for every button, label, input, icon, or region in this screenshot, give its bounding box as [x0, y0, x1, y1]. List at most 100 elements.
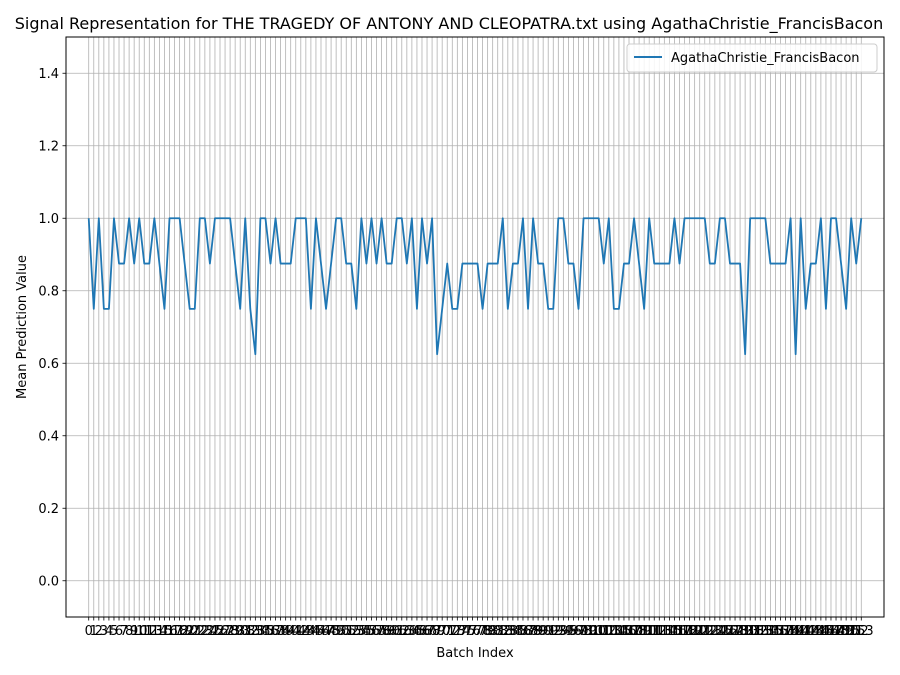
x-tick-label: 85	[510, 624, 527, 639]
x-tick-label: 6	[115, 624, 123, 639]
x-gridlines	[88, 37, 862, 617]
x-tick-label: 94	[555, 624, 572, 639]
plot-area	[66, 37, 884, 617]
x-tick-label: 134	[753, 624, 778, 639]
x-tick-label: 59	[378, 624, 395, 639]
x-tick-label: 11	[136, 624, 153, 639]
y-tick-label: 0.2	[38, 502, 59, 517]
x-tick-label: 17	[166, 624, 183, 639]
x-tick-label: 61	[388, 624, 405, 639]
x-tick-label: 92	[545, 624, 562, 639]
x-tick-label: 19	[176, 624, 193, 639]
x-tick-label: 70	[434, 624, 451, 639]
x-tick-label: 136	[763, 624, 788, 639]
x-tick-label: 133	[748, 624, 773, 639]
x-tick-label: 143	[798, 624, 823, 639]
x-tick-label: 12	[141, 624, 158, 639]
x-tick-label: 89	[530, 624, 547, 639]
x-tick-label: 37	[267, 624, 284, 639]
x-tick-label: 18	[171, 624, 188, 639]
x-tick-label: 40	[282, 624, 299, 639]
x-tick-label: 75	[459, 624, 476, 639]
x-tick-label: 50	[333, 624, 350, 639]
y-tick-label: 1.2	[38, 139, 59, 154]
y-tick-label: 0.4	[38, 429, 59, 444]
x-tick-label: 41	[287, 624, 304, 639]
x-tick-label: 51	[338, 624, 355, 639]
y-tick-label: 0.6	[38, 357, 59, 372]
x-tick-label: 49	[328, 624, 345, 639]
x-tick-label: 21	[186, 624, 203, 639]
x-tick-label: 88	[525, 624, 542, 639]
x-tick-label: 7	[120, 624, 128, 639]
x-tick-label: 137	[768, 624, 793, 639]
plot-frame	[65, 36, 885, 618]
x-tick-label: 115	[657, 624, 682, 639]
x-tick-label: 149	[829, 624, 854, 639]
x-tick-label: 130	[733, 624, 758, 639]
y-tick-label: 0.0	[38, 574, 59, 589]
x-tick-label: 36	[262, 624, 279, 639]
x-tick-label: 43	[298, 624, 315, 639]
x-tick-label: 27	[217, 624, 234, 639]
x-tick-label: 46	[313, 624, 330, 639]
x-tick-label: 66	[414, 624, 431, 639]
series-lines	[87, 217, 863, 356]
x-ticks: 0123456789101112131415161718192021222324…	[85, 617, 874, 639]
x-tick-label: 45	[308, 624, 325, 639]
x-tick-label: 140	[783, 624, 808, 639]
y-ticks: 0.0 0.2 0.4 0.6 0.8 1.0 1.2 1.4	[38, 67, 66, 589]
x-tick-label: 14	[151, 624, 168, 639]
x-tick-label: 62	[394, 624, 411, 639]
x-tick-label: 117	[667, 624, 692, 639]
x-tick-label: 141	[788, 624, 813, 639]
x-tick-label: 124	[702, 624, 727, 639]
x-tick-label: 69	[429, 624, 446, 639]
x-tick-label: 64	[404, 624, 421, 639]
x-tick-label: 105	[606, 624, 631, 639]
x-tick-label: 29	[227, 624, 244, 639]
x-tick-label: 147	[819, 624, 844, 639]
x-tick-label: 121	[687, 624, 712, 639]
x-tick-label: 44	[303, 624, 320, 639]
x-tick-label: 3	[100, 624, 108, 639]
x-tick-label: 30	[232, 624, 249, 639]
x-tick-label: 153	[849, 624, 874, 639]
x-tick-label: 113	[647, 624, 672, 639]
x-tick-label: 145	[808, 624, 833, 639]
x-tick-label: 146	[814, 624, 839, 639]
x-tick-label: 90	[535, 624, 552, 639]
x-tick-label: 34	[252, 624, 269, 639]
x-tick-label: 110	[632, 624, 657, 639]
x-tick-label: 77	[469, 624, 486, 639]
x-tick-label: 131	[738, 624, 763, 639]
x-tick-label: 79	[479, 624, 496, 639]
chart-title: Signal Representation for THE TRAGEDY OF…	[15, 14, 883, 34]
y-axis-label: Mean Prediction Value	[15, 255, 30, 399]
x-tick-label: 56	[363, 624, 380, 639]
x-tick-label: 112	[642, 624, 667, 639]
x-tick-label: 52	[343, 624, 360, 639]
x-tick-label: 28	[222, 624, 239, 639]
x-tick-label: 58	[373, 624, 390, 639]
x-tick-label: 128	[723, 624, 748, 639]
x-tick-label: 126	[713, 624, 738, 639]
x-tick-label: 135	[758, 624, 783, 639]
x-tick-label: 53	[348, 624, 365, 639]
x-tick-label: 138	[773, 624, 798, 639]
x-tick-label: 10	[131, 624, 148, 639]
x-tick-label: 20	[181, 624, 198, 639]
x-tick-label: 48	[323, 624, 340, 639]
x-tick-label: 78	[474, 624, 491, 639]
series-line	[87, 217, 863, 356]
x-tick-label: 87	[520, 624, 537, 639]
x-tick-label: 31	[237, 624, 254, 639]
x-tick-label: 15	[156, 624, 173, 639]
x-tick-label: 120	[682, 624, 707, 639]
y-tick-label: 0.8	[38, 284, 59, 299]
x-tick-label: 99	[580, 624, 597, 639]
x-tick-label: 122	[692, 624, 717, 639]
x-tick-label: 150	[834, 624, 859, 639]
x-tick-label: 98	[575, 624, 592, 639]
x-tick-label: 111	[637, 624, 662, 639]
